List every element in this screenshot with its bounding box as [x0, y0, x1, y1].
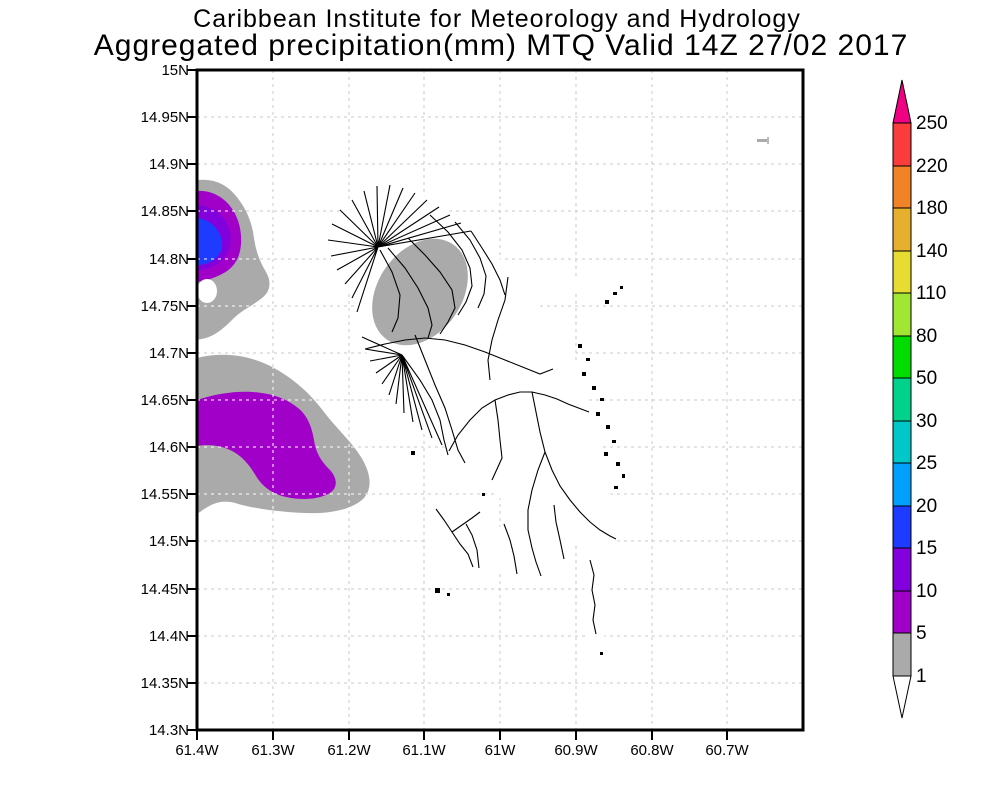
lat-label-13: 14.35N	[141, 675, 189, 692]
colorbar: 250 220 180 140 110 80 50 30 25 20 15 10…	[892, 79, 948, 719]
lat-label-11: 14.45N	[141, 581, 189, 598]
commune-boundaries-south	[435, 276, 617, 635]
colorbar-seg-4	[892, 292, 912, 337]
lon-label-1: 61.3W	[251, 742, 295, 759]
lat-label-9: 14.55N	[141, 486, 189, 503]
colorbar-label-11: 10	[916, 581, 937, 602]
title-line-1: Caribbean Institute for Meteorology and …	[193, 5, 801, 33]
lat-label-7: 14.65N	[141, 392, 189, 409]
colorbar-seg-0	[892, 122, 912, 167]
lat-label-6: 14.7N	[149, 345, 189, 362]
lat-label-0: 15N	[161, 62, 189, 79]
lat-label-1: 14.95N	[141, 109, 189, 126]
colorbar-seg-12	[892, 632, 912, 677]
martinique-island	[327, 184, 625, 655]
colorbar-label-13: 1	[916, 666, 927, 687]
lat-label-12: 14.4N	[149, 628, 189, 645]
lat-label-4: 14.8N	[149, 251, 189, 268]
colorbar-seg-7	[892, 420, 912, 464]
colorbar-label-0: 250	[916, 113, 948, 134]
lon-axis-labels: 61.4W 61.3W 61.2W 61.1W 61W 60.9W 60.8W …	[175, 742, 749, 759]
lon-label-0: 61.4W	[175, 742, 219, 759]
lat-axis-labels: 15N 14.95N 14.9N 14.85N 14.8N 14.75N 14.…	[141, 62, 189, 739]
colorbar-seg-2	[892, 207, 912, 252]
colorbar-seg-6	[892, 377, 912, 422]
lat-label-3: 14.85N	[141, 203, 189, 220]
precip-nw-hole	[197, 279, 217, 303]
lat-label-5: 14.75N	[141, 298, 189, 315]
colorbar-under-min-arrow	[892, 675, 912, 719]
lon-label-7: 60.7W	[705, 742, 749, 759]
colorbar-seg-1	[892, 165, 912, 209]
lat-label-2: 14.9N	[149, 156, 189, 173]
lat-label-10: 14.5N	[149, 533, 189, 550]
colorbar-label-3: 140	[916, 241, 948, 262]
lon-label-3: 61.1W	[402, 742, 446, 759]
lat-label-14: 14.3N	[149, 722, 189, 739]
colorbar-seg-3	[892, 250, 912, 294]
colorbar-seg-10	[892, 547, 912, 592]
precip-west-magenta-5-10mm	[197, 391, 336, 499]
colorbar-seg-5	[892, 335, 912, 379]
colorbar-seg-11	[892, 590, 912, 634]
axis-ticks	[187, 69, 728, 740]
colorbar-label-1: 220	[916, 156, 948, 177]
lon-label-5: 60.9W	[554, 742, 598, 759]
river-network-center	[361, 334, 554, 464]
lon-label-4: 61W	[485, 742, 517, 759]
colorbar-label-10: 15	[916, 538, 937, 559]
colorbar-label-9: 20	[916, 496, 937, 517]
colorbar-labels: 250 220 180 140 110 80 50 30 25 20 15 10…	[916, 113, 948, 687]
stray-contour-speck	[757, 137, 769, 144]
colorbar-seg-8	[892, 462, 912, 507]
colorbar-label-12: 5	[916, 623, 927, 644]
river-network-north	[327, 184, 506, 339]
colorbar-label-7: 30	[916, 411, 937, 432]
lon-label-2: 61.2W	[327, 742, 371, 759]
colorbar-label-4: 110	[916, 283, 946, 304]
precip-nw-blue-15-20mm	[197, 218, 223, 265]
lon-label-6: 60.8W	[630, 742, 674, 759]
colorbar-label-5: 80	[916, 326, 937, 347]
colorbar-over-max-arrow	[892, 79, 912, 124]
colorbar-label-2: 180	[916, 198, 948, 219]
colorbar-label-8: 25	[916, 453, 937, 474]
lat-label-8: 14.6N	[149, 439, 189, 456]
offshore-precip-cells	[197, 179, 370, 514]
colorbar-seg-9	[892, 505, 912, 549]
title-line-2: Aggregated precipitation(mm) MTQ Valid 1…	[94, 29, 909, 62]
colorbar-label-6: 50	[916, 368, 937, 389]
